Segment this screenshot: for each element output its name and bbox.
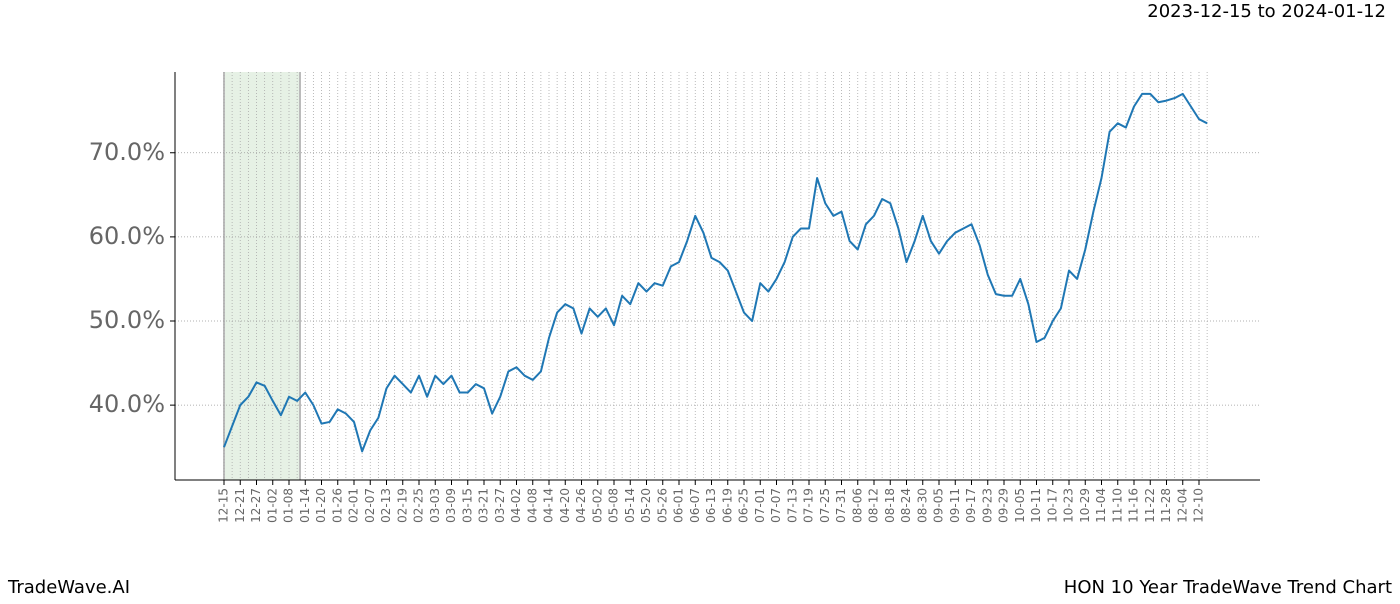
x-tick-label: 05-14 [623,488,637,523]
x-tick-label: 03-21 [477,488,491,523]
x-tick-label: 06-19 [720,488,734,523]
x-tick-label: 04-14 [542,488,556,523]
x-tick-label: 02-19 [395,488,409,523]
x-tick-label: 09-17 [964,488,978,523]
x-tick-label: 09-05 [932,488,946,523]
x-tick-label: 02-01 [347,488,361,523]
x-tick-label: 01-08 [282,488,296,523]
x-tick-label: 11-22 [1143,488,1157,523]
trend-line [223,92,1208,453]
x-tick-label: 04-26 [574,488,588,523]
brand: TradeWave.AI [7,577,130,598]
x-tick-label: 04-02 [509,488,523,523]
x-tick-label: 07-01 [753,488,767,523]
x-tick-label: 06-13 [704,488,718,523]
x-tick-label: 08-24 [899,488,913,523]
x-tick-label: 10-05 [1013,488,1027,523]
x-tick-label: 07-07 [769,488,783,523]
x-tick-label: 03-15 [460,488,474,523]
x-tick-label: 07-31 [834,488,848,523]
y-tick-label: 60.0% [89,222,165,250]
x-tick-label: 03-03 [428,488,442,523]
y-tick-label: 40.0% [89,390,165,418]
x-tick-label: 11-10 [1110,488,1124,523]
x-tick-label: 01-14 [298,488,312,523]
x-tick-label: 08-18 [883,488,897,523]
x-tick-label: 08-06 [850,488,864,523]
x-tick-label: 08-12 [867,488,881,523]
x-tick-label: 10-29 [1078,488,1092,523]
x-tick-label: 10-17 [1045,488,1059,523]
y-tick-label: 70.0% [89,138,165,166]
x-tick-label: 07-25 [818,488,832,523]
x-tick-label: 09-29 [997,488,1011,523]
x-tick-label: 12-10 [1192,488,1206,523]
x-tick-label: 02-25 [412,488,426,523]
chart-title: HON 10 Year TradeWave Trend Chart [1064,577,1392,598]
x-tick-label: 09-23 [980,488,994,523]
x-tick-label: 06-01 [672,488,686,523]
x-tick-label: 07-13 [785,488,799,523]
x-tick-label: 04-08 [525,488,539,523]
x-tick-label: 05-20 [639,488,653,523]
x-tick-label: 09-11 [948,488,962,523]
x-tick-label: 08-30 [915,488,929,523]
x-tick-label: 10-23 [1062,488,1076,523]
grid [175,72,1260,480]
x-tick-label: 03-27 [493,488,507,523]
y-tick-label: 50.0% [89,306,165,334]
x-tick-label: 05-08 [607,488,621,523]
date-range: 2023-12-15 to 2024-01-12 [1147,1,1386,22]
x-tick-label: 02-13 [379,488,393,523]
x-tick-label: 12-27 [249,488,263,523]
x-tick-label: 10-11 [1029,488,1043,523]
x-tick-label: 01-26 [330,488,344,523]
x-tick-label: 12-04 [1175,488,1189,523]
x-tick-label: 04-20 [558,488,572,523]
x-tick-label: 06-25 [737,488,751,523]
x-tick-label: 11-16 [1127,488,1141,523]
x-tick-label: 05-26 [655,488,669,523]
x-tick-label: 01-02 [265,488,279,523]
x-tick-label: 11-04 [1094,488,1108,523]
x-tick-label: 03-09 [444,488,458,523]
plot [223,92,1208,453]
x-tick-label: 07-19 [802,488,816,523]
x-tick-label: 12-21 [233,488,247,523]
x-tick-label: 11-28 [1159,488,1173,523]
x-tick-label: 02-07 [363,488,377,523]
x-tick-label: 06-07 [688,488,702,523]
x-tick-label: 05-02 [590,488,604,523]
x-tick-label: 01-20 [314,488,328,523]
x-tick-label: 12-15 [217,488,231,523]
